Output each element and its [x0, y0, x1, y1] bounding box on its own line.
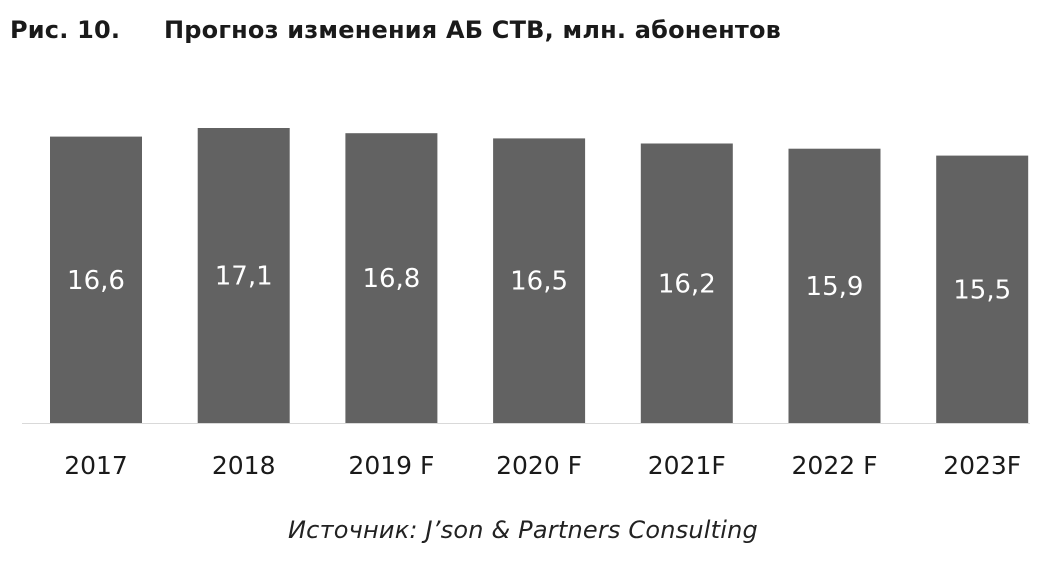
data-label: 16,8: [362, 264, 420, 294]
x-tick-label: 2022 F: [792, 451, 878, 480]
chart-title: Прогноз изменения АБ СТВ, млн. абонентов: [164, 16, 782, 44]
x-tick-label: 2019 F: [348, 451, 434, 480]
x-tick-label: 2017: [64, 451, 128, 480]
data-label: 17,1: [215, 262, 273, 292]
data-label: 16,5: [510, 267, 568, 297]
bar-2020f: [493, 138, 586, 423]
bar-2017: [50, 136, 142, 423]
data-label: 15,9: [806, 272, 864, 302]
x-tick-label: 2018: [212, 451, 276, 480]
figure-number: Рис. 10.: [10, 16, 121, 44]
figure-header: Рис. 10. Прогноз изменения АБ СТВ, млн. …: [10, 10, 781, 50]
data-label: 16,2: [658, 269, 716, 299]
bar-2022f: [788, 148, 881, 423]
bar-2021f: [640, 143, 733, 423]
x-tick-label: 2020 F: [496, 451, 582, 480]
data-label: 16,6: [67, 266, 125, 296]
x-tick-label: 2023F: [943, 451, 1021, 480]
bar-2019f: [345, 133, 438, 423]
data-label: 15,5: [953, 275, 1011, 305]
bar-2018: [197, 128, 290, 423]
x-tick-label: 2021F: [648, 451, 726, 480]
source-note: Источник: J’son & Partners Consulting: [288, 516, 758, 544]
bar-2023f: [936, 155, 1029, 423]
